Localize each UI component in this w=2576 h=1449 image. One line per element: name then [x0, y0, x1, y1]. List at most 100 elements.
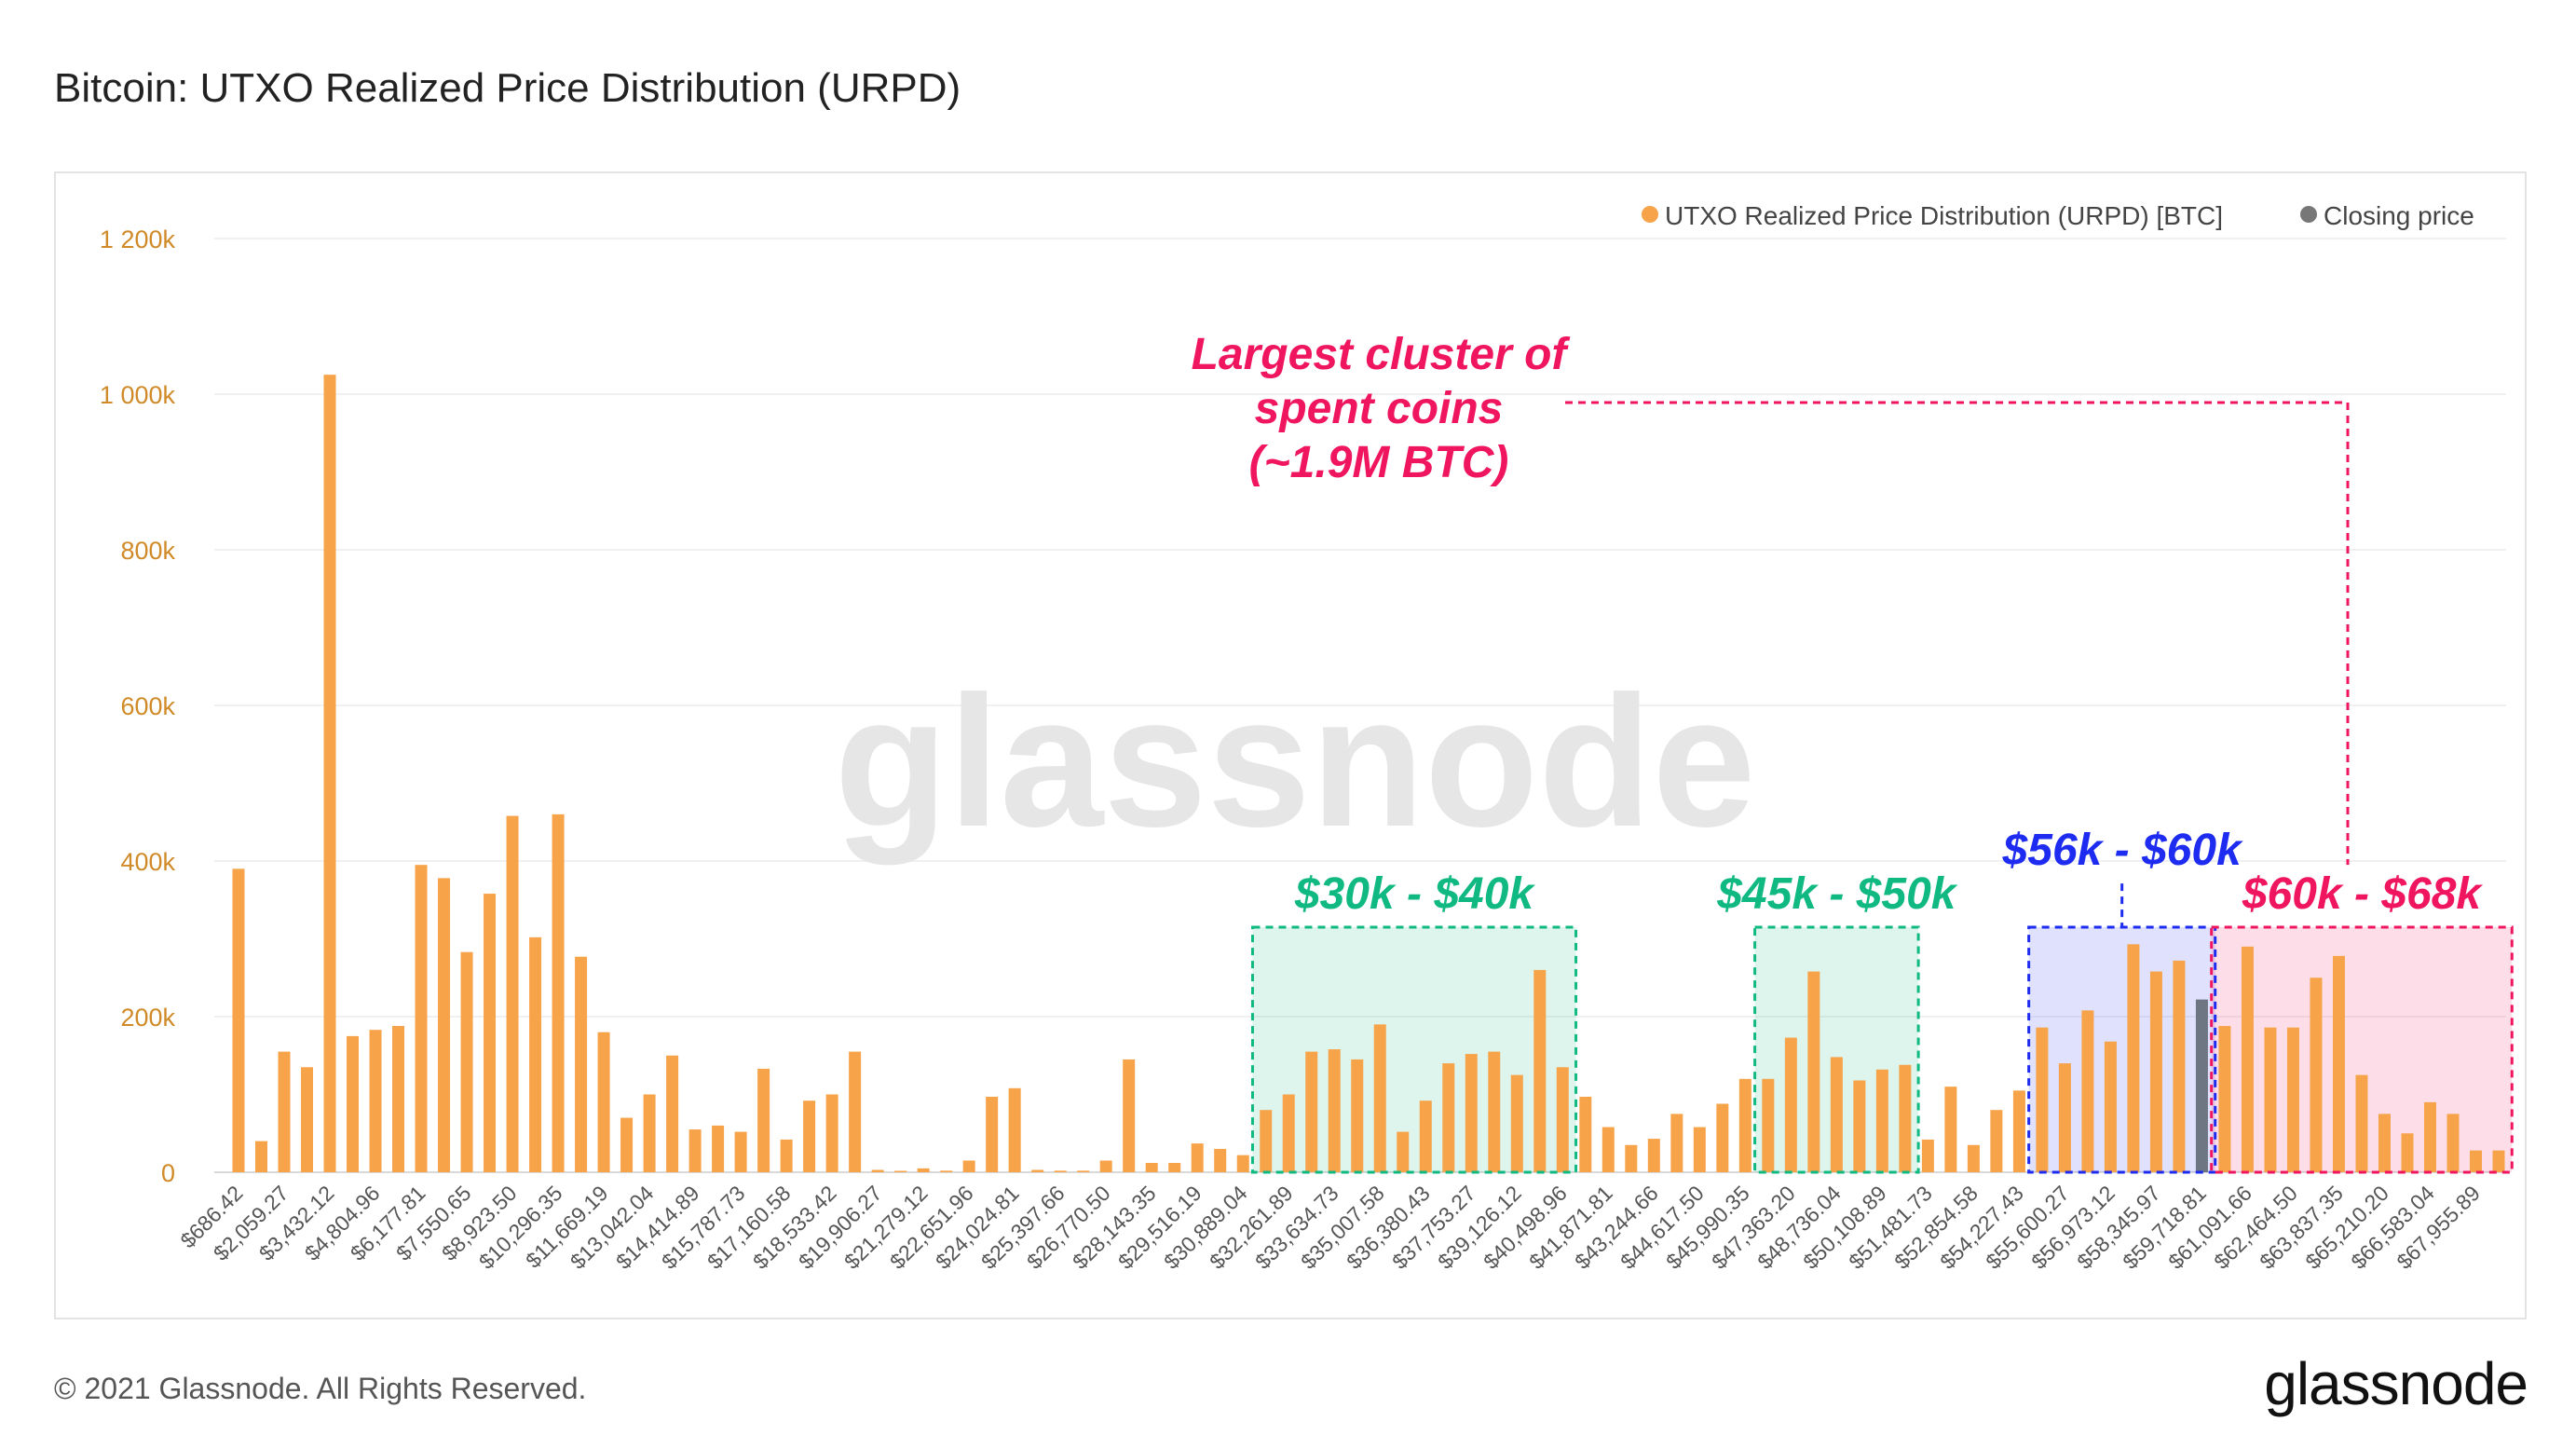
urpd-bar[interactable] [2058, 1063, 2071, 1172]
urpd-bar[interactable] [1944, 1087, 1957, 1172]
urpd-bar[interactable] [2401, 1133, 2414, 1172]
urpd-bar[interactable] [688, 1129, 702, 1172]
urpd-bar[interactable] [2218, 1026, 2231, 1172]
urpd-bar[interactable] [1510, 1074, 1523, 1172]
urpd-bar[interactable] [1601, 1127, 1615, 1172]
urpd-bar[interactable] [255, 1141, 268, 1172]
urpd-bar[interactable] [620, 1117, 634, 1172]
urpd-bar[interactable] [529, 936, 542, 1172]
urpd-bar[interactable] [1807, 971, 1820, 1172]
urpd-bar[interactable] [1008, 1087, 1021, 1172]
urpd-bar[interactable] [2241, 946, 2254, 1172]
urpd-bar[interactable] [894, 1170, 907, 1173]
urpd-bar[interactable] [323, 375, 336, 1172]
urpd-bar[interactable] [1990, 1110, 2003, 1172]
urpd-bar[interactable] [438, 878, 451, 1172]
legend-closing-label[interactable]: Closing price [2324, 201, 2474, 230]
urpd-bar[interactable] [2012, 1090, 2025, 1172]
urpd-bar[interactable] [2264, 1027, 2277, 1172]
urpd-bar[interactable] [1533, 969, 1547, 1172]
urpd-bar[interactable] [871, 1169, 884, 1172]
urpd-bar[interactable] [1168, 1162, 1181, 1172]
urpd-bar[interactable] [666, 1055, 679, 1172]
urpd-bar[interactable] [506, 815, 519, 1172]
urpd-bar[interactable] [1305, 1051, 1318, 1172]
urpd-bar[interactable] [484, 894, 497, 1172]
urpd-bar[interactable] [1830, 1057, 1843, 1172]
urpd-bar[interactable] [1031, 1169, 1044, 1172]
urpd-bar[interactable] [575, 956, 588, 1172]
urpd-bar[interactable] [278, 1051, 291, 1172]
urpd-bar[interactable] [2332, 955, 2345, 1172]
urpd-bar[interactable] [917, 1168, 930, 1172]
urpd-bar[interactable] [1077, 1170, 1090, 1172]
urpd-bar[interactable] [1282, 1094, 1295, 1173]
urpd-bar[interactable] [2149, 971, 2162, 1172]
urpd-bar[interactable] [1738, 1078, 1751, 1172]
urpd-bar[interactable] [301, 1067, 314, 1172]
urpd-bar[interactable] [2355, 1074, 2368, 1172]
urpd-bar[interactable] [2469, 1150, 2482, 1172]
urpd-bar[interactable] [2104, 1041, 2117, 1172]
urpd-bar[interactable] [1875, 1069, 1888, 1172]
urpd-bar[interactable] [1784, 1037, 1797, 1172]
urpd-bar[interactable] [1099, 1160, 1112, 1172]
urpd-bar[interactable] [1762, 1078, 1775, 1172]
urpd-bar[interactable] [232, 868, 245, 1172]
urpd-bar[interactable] [2081, 1010, 2094, 1172]
urpd-bar[interactable] [1465, 1054, 1478, 1172]
urpd-bar[interactable] [1214, 1148, 1227, 1172]
urpd-bar[interactable] [1556, 1067, 1569, 1172]
urpd-bar[interactable] [1373, 1024, 1386, 1172]
urpd-bar[interactable] [1397, 1131, 1410, 1172]
urpd-bar[interactable] [552, 813, 565, 1172]
urpd-bar[interactable] [415, 865, 428, 1172]
urpd-bar[interactable] [1579, 1097, 1592, 1172]
urpd-bar[interactable] [1967, 1144, 1980, 1172]
urpd-bar[interactable] [1488, 1051, 1501, 1172]
urpd-bar[interactable] [643, 1094, 656, 1173]
urpd-bar[interactable] [1693, 1127, 1706, 1172]
urpd-bar[interactable] [2492, 1150, 2505, 1172]
urpd-bar[interactable] [1647, 1139, 1660, 1172]
urpd-bar[interactable] [2447, 1114, 2460, 1172]
urpd-bar[interactable] [1351, 1059, 1364, 1172]
closing-price-bar[interactable] [2195, 999, 2208, 1172]
urpd-bar[interactable] [460, 951, 473, 1172]
urpd-bar[interactable] [849, 1051, 862, 1172]
urpd-bar[interactable] [1853, 1080, 1866, 1172]
legend-urpd-label[interactable]: UTXO Realized Price Distribution (URPD) … [1665, 201, 2223, 230]
urpd-bar[interactable] [1328, 1049, 1341, 1172]
urpd-bar[interactable] [1442, 1063, 1455, 1172]
urpd-bar[interactable] [940, 1170, 953, 1172]
urpd-bar[interactable] [1191, 1143, 1204, 1172]
urpd-bar[interactable] [1260, 1110, 1273, 1172]
urpd-bar[interactable] [347, 1035, 360, 1172]
urpd-bar[interactable] [757, 1068, 770, 1172]
urpd-bar[interactable] [2036, 1027, 2049, 1172]
urpd-bar[interactable] [1123, 1059, 1136, 1172]
urpd-bar[interactable] [712, 1125, 725, 1172]
urpd-bar[interactable] [986, 1097, 999, 1172]
urpd-bar[interactable] [825, 1094, 838, 1173]
glassnode-logo[interactable]: glassnode [2264, 1350, 2528, 1417]
urpd-bar[interactable] [2378, 1114, 2391, 1172]
urpd-bar[interactable] [2310, 977, 2323, 1172]
urpd-bar[interactable] [734, 1131, 747, 1172]
urpd-bar[interactable] [2173, 960, 2186, 1172]
urpd-bar[interactable] [780, 1139, 793, 1172]
urpd-bar[interactable] [369, 1030, 382, 1172]
urpd-bar[interactable] [1716, 1103, 1729, 1172]
urpd-bar[interactable] [597, 1032, 610, 1172]
urpd-bar[interactable] [1899, 1064, 1912, 1172]
urpd-bar[interactable] [1145, 1162, 1158, 1172]
urpd-bar[interactable] [2423, 1101, 2436, 1172]
urpd-bar[interactable] [1625, 1144, 1638, 1172]
urpd-bar[interactable] [1054, 1170, 1067, 1172]
urpd-bar[interactable] [803, 1100, 816, 1172]
urpd-bar[interactable] [1236, 1155, 1249, 1172]
urpd-bar[interactable] [962, 1160, 975, 1172]
urpd-bar[interactable] [1921, 1139, 1934, 1172]
urpd-bar[interactable] [1670, 1114, 1683, 1172]
urpd-bar[interactable] [1419, 1100, 1432, 1172]
